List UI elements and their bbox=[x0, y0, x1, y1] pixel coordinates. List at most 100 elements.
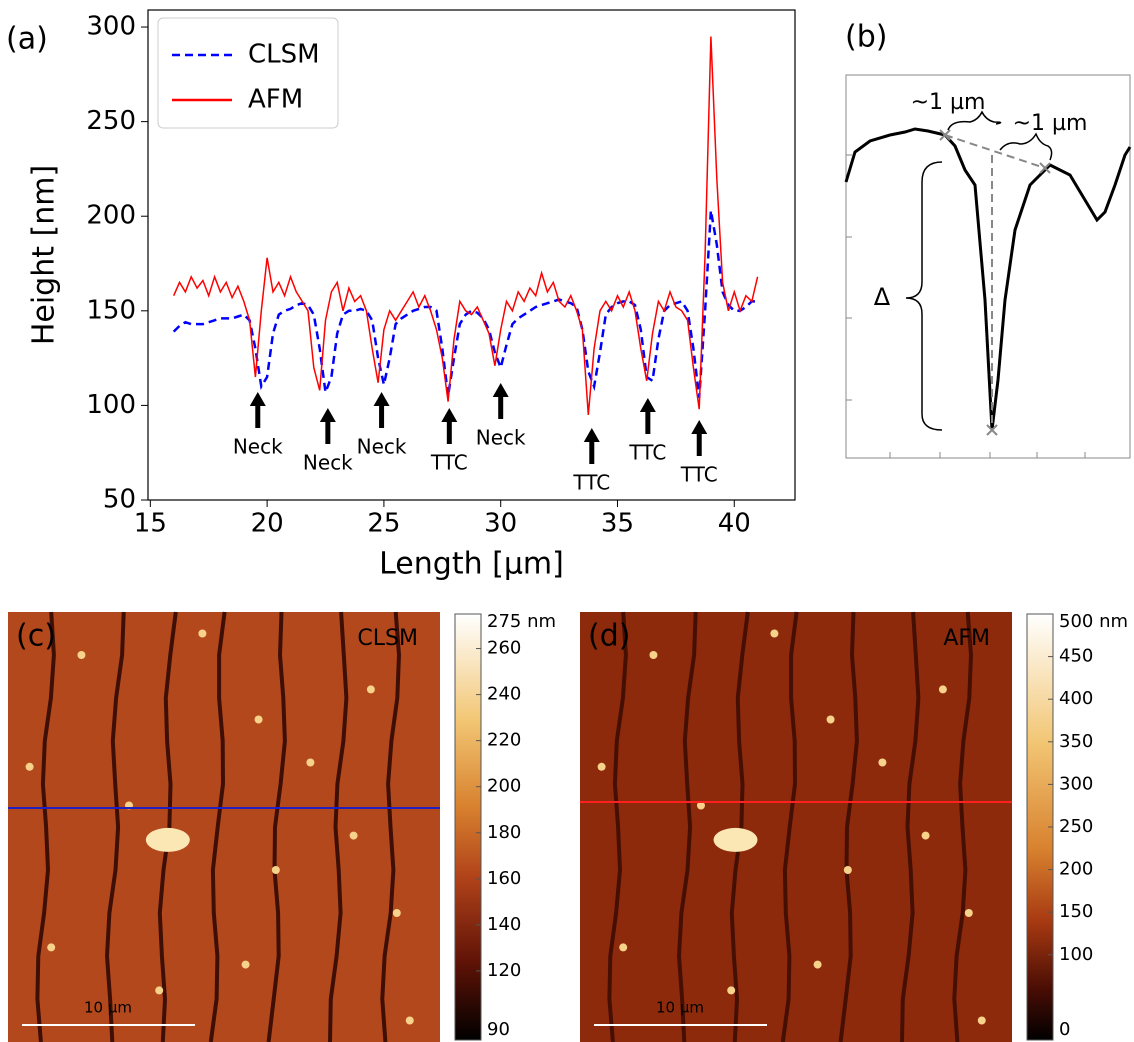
brace bbox=[947, 110, 1002, 131]
colorbar-tick-label: 90 bbox=[487, 1019, 510, 1040]
particle bbox=[349, 831, 358, 840]
annotation: Neck bbox=[303, 451, 353, 475]
y-tick-label: 200 bbox=[86, 201, 136, 231]
stripe bbox=[104, 611, 126, 1042]
y-tick-label: 250 bbox=[86, 106, 136, 136]
colorbar bbox=[1026, 613, 1054, 1041]
frame bbox=[845, 74, 1131, 459]
schematic: (b) ~1 µm ~1 µm Δ bbox=[844, 20, 1132, 459]
stripe bbox=[729, 611, 750, 1042]
particle bbox=[597, 762, 606, 771]
particle bbox=[47, 943, 56, 952]
stripe bbox=[952, 611, 974, 1042]
colorbar-tick-label: 150 bbox=[1059, 901, 1093, 922]
particle bbox=[813, 960, 822, 969]
colorbar-tick-label: 200 bbox=[1059, 859, 1093, 880]
colorbar bbox=[454, 613, 482, 1041]
colorbar-tick-label: 240 bbox=[487, 684, 521, 705]
particle bbox=[77, 651, 86, 659]
arrow-head bbox=[249, 392, 266, 406]
panel-label: (a) bbox=[6, 22, 48, 57]
plot-frame bbox=[147, 9, 796, 501]
annotation: TTC bbox=[680, 463, 718, 487]
particle bbox=[405, 1016, 414, 1025]
stripe bbox=[780, 611, 799, 1042]
arrow-head bbox=[373, 392, 390, 406]
y-tick-label: 300 bbox=[86, 12, 136, 42]
particle bbox=[921, 831, 930, 840]
annotation: Δ bbox=[874, 283, 891, 311]
stripe bbox=[676, 611, 698, 1042]
colorbar-tick-label: 140 bbox=[487, 914, 521, 935]
stripe bbox=[266, 611, 287, 1042]
arrow-head bbox=[319, 408, 336, 422]
colorbar-tick-label: 180 bbox=[487, 822, 521, 843]
stripe bbox=[900, 611, 921, 1042]
panel-label: (b) bbox=[845, 20, 887, 55]
stripe bbox=[607, 611, 628, 1042]
tick bbox=[846, 154, 1086, 458]
stripe bbox=[208, 611, 227, 1042]
x-axis-label: Length [μm] bbox=[379, 547, 564, 582]
colorbar-tick-label: 100 bbox=[1059, 944, 1093, 965]
colorbar-tick-label: 300 bbox=[1059, 773, 1093, 794]
particle bbox=[843, 866, 852, 874]
legend-label: CLSM bbox=[248, 40, 320, 70]
particle bbox=[964, 909, 973, 917]
colorbar-tick-label: 160 bbox=[487, 868, 521, 889]
image-background bbox=[8, 612, 440, 1042]
stripe bbox=[35, 611, 56, 1042]
image-label: CLSM bbox=[357, 626, 418, 651]
arrow-head bbox=[441, 408, 458, 422]
particle bbox=[619, 943, 628, 952]
x-tick-label: 30 bbox=[484, 509, 517, 539]
y-tick-label: 150 bbox=[86, 295, 136, 325]
colorbar-tick-label: 450 bbox=[1059, 646, 1093, 667]
marker bbox=[939, 129, 1051, 436]
colorbar-tick-label: 260 bbox=[487, 638, 521, 659]
particle bbox=[878, 758, 887, 767]
legend-label: AFM bbox=[248, 85, 303, 115]
stripe bbox=[328, 611, 349, 1042]
brace bbox=[999, 132, 1053, 161]
y-axis-label: Height [nm] bbox=[27, 165, 62, 345]
afm-image bbox=[580, 611, 1012, 1042]
arrow-head bbox=[639, 398, 656, 412]
scale-bar-label: 10 µm bbox=[656, 999, 704, 1017]
annotation: Neck bbox=[476, 426, 526, 450]
particle bbox=[938, 685, 947, 694]
x-tick-label: 40 bbox=[718, 509, 751, 539]
colorbar-tick-label: 0 bbox=[1059, 1019, 1070, 1040]
particle bbox=[392, 909, 401, 917]
series-line bbox=[173, 36, 759, 415]
colorbar-tick-label: 120 bbox=[487, 960, 521, 981]
particle bbox=[241, 960, 250, 969]
colorbar-tick-label: 200 bbox=[487, 776, 521, 797]
colorbar-tick-label: 350 bbox=[1059, 731, 1093, 752]
arrow-head bbox=[691, 420, 708, 434]
x-tick-label: 20 bbox=[251, 509, 284, 539]
colorbar-tick-label: 500 nm bbox=[1059, 611, 1128, 632]
stripe bbox=[380, 611, 402, 1042]
afm-image bbox=[8, 611, 440, 1042]
x-tick-label: 15 bbox=[134, 509, 167, 539]
panel-label: (c) bbox=[16, 619, 56, 654]
x-tick-label: 25 bbox=[367, 509, 400, 539]
annotation: TTC bbox=[628, 441, 666, 465]
x-tick-label: 35 bbox=[601, 509, 634, 539]
y-tick-label: 50 bbox=[103, 485, 136, 515]
particle bbox=[649, 651, 658, 659]
particle bbox=[977, 1016, 986, 1025]
annotation: ~1 µm bbox=[1013, 111, 1088, 136]
annotation: TTC bbox=[572, 471, 610, 495]
guide bbox=[944, 134, 1046, 430]
particle bbox=[145, 827, 190, 852]
annotation: ~1 µm bbox=[911, 90, 986, 115]
annotation: Neck bbox=[357, 435, 407, 459]
profile-curve bbox=[844, 127, 1132, 431]
particle bbox=[271, 866, 280, 874]
particle bbox=[770, 629, 779, 638]
particle bbox=[25, 762, 34, 771]
particle bbox=[366, 685, 375, 694]
colorbar-tick-label: 220 bbox=[487, 730, 521, 751]
